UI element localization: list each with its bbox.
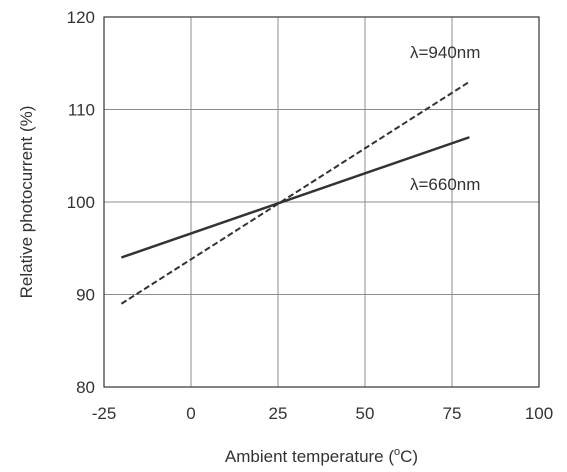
series-label-940nm: λ=940nm (410, 43, 480, 62)
series-line-1 (120, 136, 470, 259)
y-tick-label: 100 (67, 193, 95, 212)
x-tick-label: 100 (525, 404, 553, 423)
x-tick-label: -25 (92, 404, 117, 423)
y-tick-label: 110 (68, 101, 95, 120)
x-tick-label: 50 (356, 404, 375, 423)
grid (104, 17, 539, 387)
x-tick-label: 0 (186, 404, 195, 423)
series-label-660nm: λ=660nm (410, 175, 480, 194)
y-tick-label: 90 (76, 286, 95, 305)
x-tick-labels: -25 0 25 50 75 100 (92, 404, 553, 423)
series-line-0 (120, 80, 470, 305)
y-tick-labels: 80 90 100 110 120 (67, 8, 95, 397)
y-axis-title: Relative photocurrent (%) (17, 106, 36, 299)
x-axis-title: Ambient temperature (oC) (225, 446, 418, 466)
x-axis-title-unit: C) (400, 447, 418, 466)
x-axis-title-main: Ambient temperature ( (225, 447, 394, 466)
series-group (120, 80, 470, 305)
x-axis-title-degree: o (394, 446, 400, 458)
x-tick-label: 25 (269, 404, 288, 423)
y-tick-label: 80 (76, 378, 95, 397)
plot-frame (103, 16, 540, 388)
y-tick-label: 120 (67, 8, 95, 27)
x-tick-label: 75 (443, 404, 462, 423)
